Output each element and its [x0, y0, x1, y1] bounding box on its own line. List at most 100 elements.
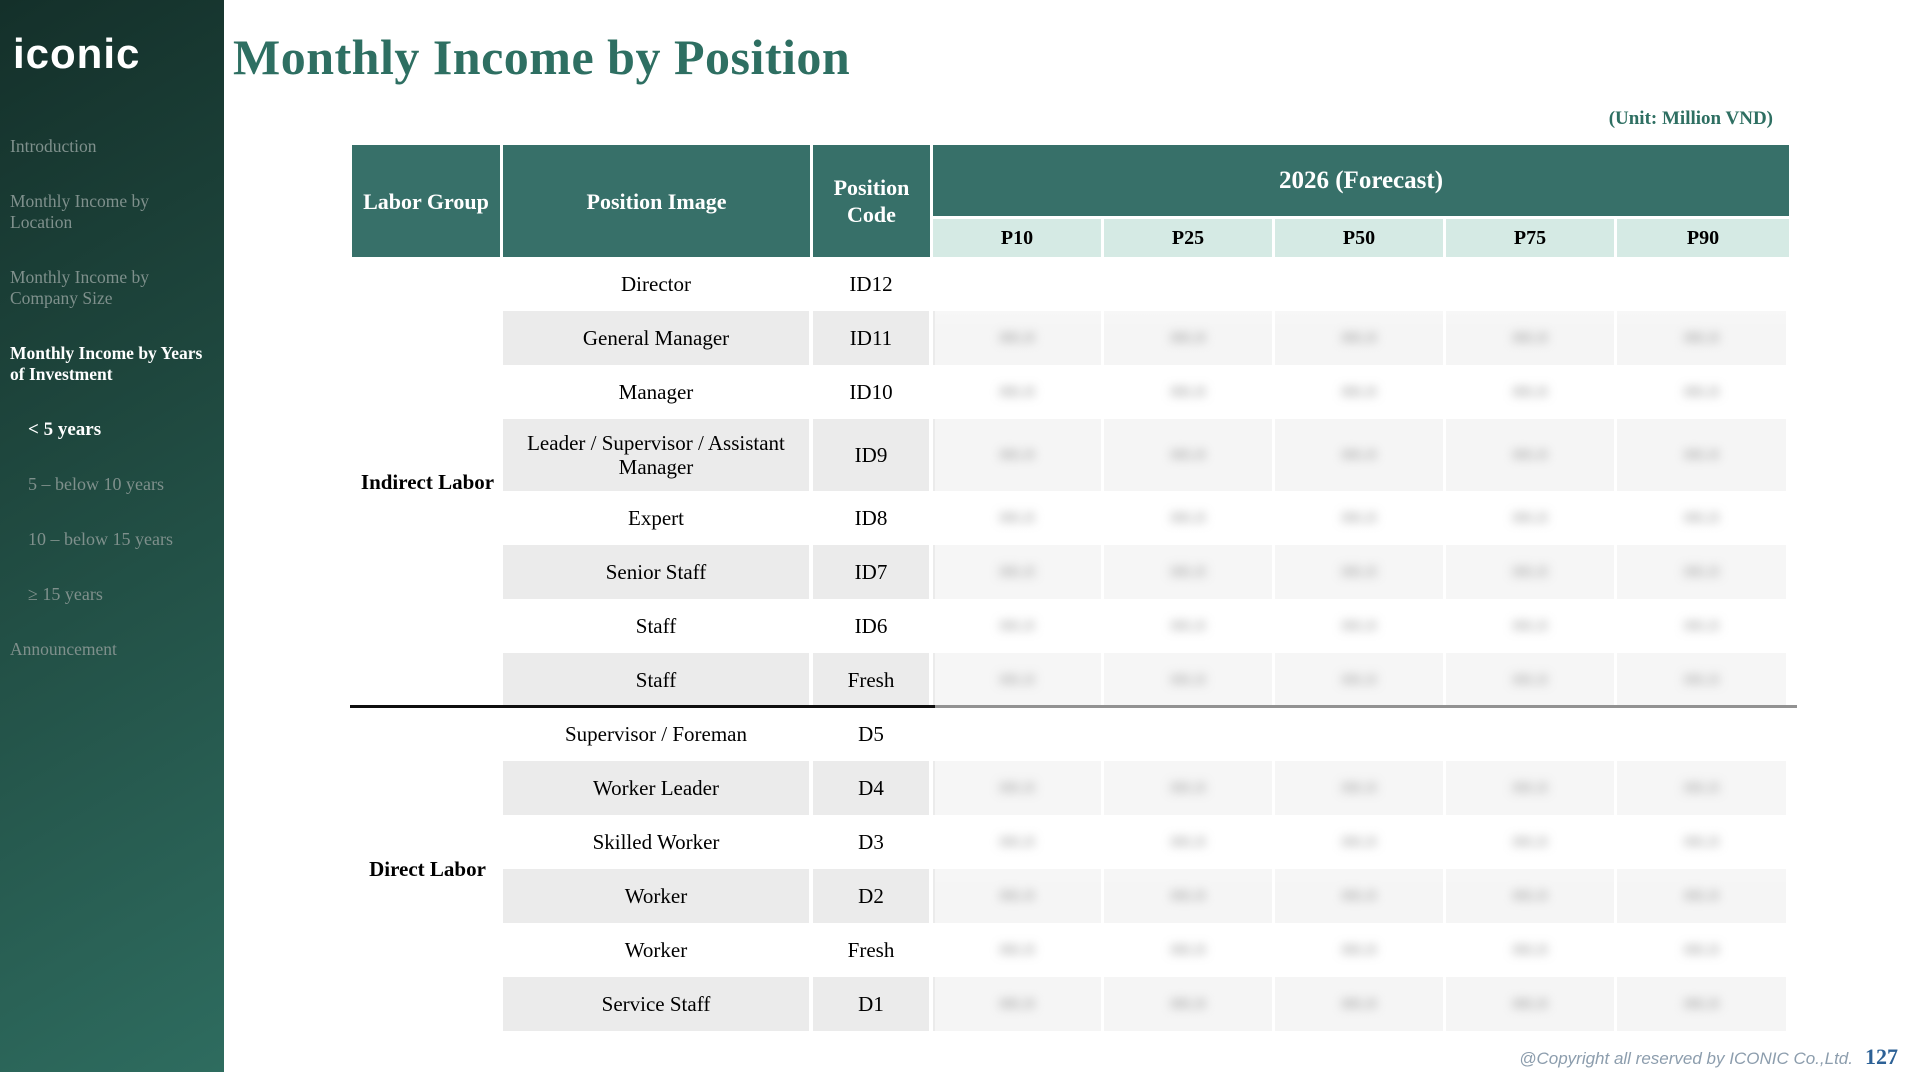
table-row: Worker Fresh 88.8 88.8 88.8 88.8 88.8 — [352, 923, 1789, 977]
blurred-value: 88.8 — [1684, 831, 1719, 852]
sidebar-item-15-years[interactable]: ≥ 15 years — [28, 584, 103, 604]
value-cell-redacted: 88.8 — [1275, 545, 1446, 599]
blurred-value: 88.8 — [1341, 615, 1377, 636]
sidebar-item-5-below-10-years[interactable]: 5 – below 10 years — [28, 474, 164, 494]
value-cell-redacted: 88.8 — [1275, 761, 1446, 815]
income-table: Labor Group Position Image Position Code… — [352, 145, 1789, 1031]
code-cell: D3 — [813, 815, 933, 869]
position-cell: Service Staff — [503, 977, 813, 1031]
value-cell-redacted: 88.8 — [1104, 545, 1275, 599]
blurred-value: 88.8 — [1170, 777, 1206, 798]
value-cell-redacted: 88.8 — [1275, 653, 1446, 707]
blurred-value: 88.8 — [1512, 669, 1548, 690]
column-header-p25: P25 — [1104, 219, 1275, 257]
blurred-value: 88.8 — [1512, 444, 1548, 465]
blurred-value: 88.8 — [1512, 993, 1548, 1014]
value-cell-redacted — [933, 257, 1104, 311]
value-cell-redacted: 88.8 — [1446, 419, 1617, 491]
value-cell-redacted: 88.8 — [1275, 923, 1446, 977]
position-cell: Director — [503, 257, 813, 311]
position-cell: Leader / Supervisor / Assistant Manager — [503, 419, 813, 491]
value-cell-redacted: 88.8 — [933, 311, 1104, 365]
blurred-value: 88.8 — [999, 444, 1035, 465]
value-cell-redacted: 88.8 — [1617, 419, 1789, 491]
column-header-p90: P90 — [1617, 219, 1789, 257]
income-table-body: Indirect Labor Director ID12 General Manage… — [352, 257, 1789, 1031]
position-cell: Worker — [503, 869, 813, 923]
value-cell-redacted — [933, 707, 1104, 761]
code-cell: ID8 — [813, 491, 933, 545]
value-cell-redacted: 88.8 — [1446, 545, 1617, 599]
value-cell-redacted: 88.8 — [933, 869, 1104, 923]
code-cell: ID6 — [813, 599, 933, 653]
blurred-value: 88.8 — [1512, 381, 1548, 402]
column-header-labor-group: Labor Group — [352, 145, 503, 257]
blurred-value: 88.8 — [1512, 831, 1548, 852]
sidebar-item-monthly-income-by-company-size[interactable]: Monthly Income by Company Size — [10, 267, 150, 308]
value-cell-redacted — [1617, 707, 1789, 761]
table-row: Worker Leader D4 88.8 88.8 88.8 88.8 88.8 — [352, 761, 1789, 815]
sidebar-item-introduction[interactable]: Introduction — [10, 136, 97, 156]
value-cell-redacted: 88.8 — [933, 365, 1104, 419]
blurred-value: 88.8 — [1170, 939, 1206, 960]
blurred-value: 88.8 — [1341, 507, 1377, 528]
blurred-value: 88.8 — [1512, 615, 1548, 636]
blurred-value: 88.8 — [1684, 615, 1719, 636]
position-cell: Supervisor / Foreman — [503, 707, 813, 761]
code-cell: D1 — [813, 977, 933, 1031]
table-row: General Manager ID11 88.8 88.8 88.8 88.8 88.8 — [352, 311, 1789, 365]
value-cell-redacted: 88.8 — [1617, 365, 1789, 419]
value-cell-redacted — [1617, 257, 1789, 311]
value-cell-redacted: 88.8 — [1446, 815, 1617, 869]
blurred-value: 88.8 — [1341, 831, 1377, 852]
table-row: Skilled Worker D3 88.8 88.8 88.8 88.8 88.8 — [352, 815, 1789, 869]
percentile-header-row: P10 P25 P50 P75 P90 — [352, 219, 1789, 257]
column-header-p50: P50 — [1275, 219, 1446, 257]
code-cell: ID10 — [813, 365, 933, 419]
value-cell-redacted: 88.8 — [1275, 815, 1446, 869]
blurred-value: 88.8 — [999, 669, 1035, 690]
blurred-value: 88.8 — [1170, 561, 1206, 582]
value-cell-redacted: 88.8 — [1446, 869, 1617, 923]
sidebar-item-monthly-income-by-years-of-investment[interactable]: Monthly Income by Years of Investment — [10, 343, 203, 384]
value-cell-redacted: 88.8 — [1617, 923, 1789, 977]
value-cell-redacted: 88.8 — [1617, 761, 1789, 815]
blurred-value: 88.8 — [1341, 561, 1377, 582]
sidebar-item-5-years[interactable]: < 5 years — [28, 419, 102, 440]
blurred-value: 88.8 — [1512, 561, 1548, 582]
sidebar-item-announcement[interactable]: Announcement — [10, 639, 117, 659]
blurred-value: 88.8 — [1684, 993, 1719, 1014]
sidebar-item-monthly-income-by-location[interactable]: Monthly Income by Location — [10, 191, 150, 232]
blurred-value: 88.8 — [1170, 669, 1206, 690]
value-cell-redacted: 88.8 — [1104, 419, 1275, 491]
value-cell-redacted: 88.8 — [933, 815, 1104, 869]
table-row: Senior Staff ID7 88.8 88.8 88.8 88.8 88.8 — [352, 545, 1789, 599]
value-cell-redacted: 88.8 — [1275, 491, 1446, 545]
value-cell-redacted: 88.8 — [1275, 977, 1446, 1031]
value-cell-redacted: 88.8 — [1104, 311, 1275, 365]
blurred-value: 88.8 — [1684, 327, 1719, 348]
blurred-value: 88.8 — [1170, 327, 1206, 348]
blurred-value: 88.8 — [1684, 939, 1719, 960]
value-cell-redacted: 88.8 — [1104, 599, 1275, 653]
position-cell: Senior Staff — [503, 545, 813, 599]
code-cell: ID11 — [813, 311, 933, 365]
value-cell-redacted: 88.8 — [1104, 869, 1275, 923]
value-cell-redacted — [1104, 257, 1275, 311]
page-number: 127 — [1865, 1044, 1898, 1069]
copyright-text: @Copyright all reserved by ICONIC Co.,Lt… — [1519, 1049, 1853, 1068]
value-cell-redacted: 88.8 — [1617, 491, 1789, 545]
position-cell: Worker — [503, 923, 813, 977]
blurred-value: 88.8 — [1341, 669, 1377, 690]
sidebar-item-10-below-15-years[interactable]: 10 – below 15 years — [28, 529, 173, 549]
value-cell-redacted: 88.8 — [1104, 977, 1275, 1031]
table-row: Service Staff D1 88.8 88.8 88.8 88.8 88.8 — [352, 977, 1789, 1031]
value-cell-redacted: 88.8 — [1617, 653, 1789, 707]
value-cell-redacted — [1275, 257, 1446, 311]
value-cell-redacted: 88.8 — [1275, 311, 1446, 365]
labor-group-cell: Indirect Labor — [352, 257, 503, 707]
table-row: Expert ID8 88.8 88.8 88.8 88.8 88.8 — [352, 491, 1789, 545]
labor-group-cell: Direct Labor — [352, 707, 503, 1031]
table-row: Manager ID10 88.8 88.8 88.8 88.8 88.8 — [352, 365, 1789, 419]
code-cell: D4 — [813, 761, 933, 815]
